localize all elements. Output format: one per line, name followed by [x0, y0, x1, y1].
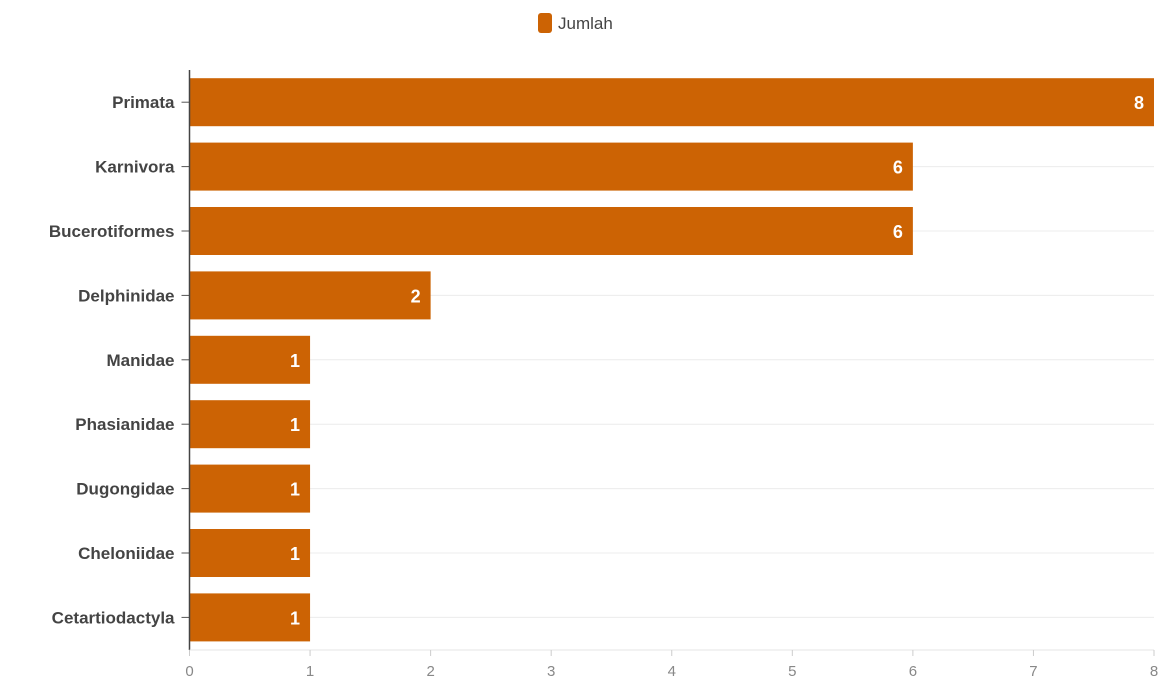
bar-primata	[189, 78, 1154, 127]
legend-label-jumlah: Jumlah	[558, 14, 613, 33]
value-label-cetartiodactyla: 1	[290, 608, 300, 628]
value-label-delphinidae: 2	[411, 286, 421, 306]
category-label-dugongidae: Dugongidae	[76, 480, 174, 499]
x-tick-label: 6	[909, 663, 917, 680]
category-label-primata: Primata	[112, 93, 175, 112]
category-label-delphinidae: Delphinidae	[78, 286, 174, 305]
category-label-bucerotiformes: Bucerotiformes	[49, 222, 175, 241]
x-tick-label: 3	[547, 663, 555, 680]
value-label-dugongidae: 1	[290, 480, 300, 500]
category-label-phasianidae: Phasianidae	[75, 415, 174, 434]
bar-dugongidae	[189, 464, 311, 513]
bar-delphinidae	[189, 271, 431, 320]
legend[interactable]: Jumlah	[538, 13, 613, 33]
value-labels: 8 6 6 2 1 1 1 1 1	[290, 93, 1144, 628]
bars	[189, 78, 1154, 642]
x-tick-label: 5	[788, 663, 796, 680]
value-label-manidae: 1	[290, 351, 300, 371]
value-label-karnivora: 6	[893, 158, 903, 178]
value-label-phasianidae: 1	[290, 415, 300, 435]
x-tick-label: 7	[1029, 663, 1037, 680]
value-label-cheloniidae: 1	[290, 544, 300, 564]
x-tick-label: 4	[668, 663, 676, 680]
value-label-bucerotiformes: 6	[893, 222, 903, 242]
x-tick-label: 1	[306, 663, 314, 680]
bar-phasianidae	[189, 400, 311, 449]
x-tick-label: 8	[1150, 663, 1158, 680]
bar-karnivora	[189, 142, 913, 191]
x-axis: 0 1 2 3 4 5 6 7 8	[185, 649, 1158, 680]
x-tick-label: 0	[185, 663, 193, 680]
bar-cetartiodactyla	[189, 593, 311, 642]
category-label-karnivora: Karnivora	[95, 158, 175, 177]
bar-bucerotiformes	[189, 207, 913, 255]
value-label-primata: 8	[1134, 93, 1144, 113]
category-label-cetartiodactyla: Cetartiodactyla	[52, 608, 175, 627]
bar-manidae	[189, 335, 311, 384]
legend-swatch-jumlah	[538, 13, 552, 33]
category-label-cheloniidae: Cheloniidae	[78, 544, 174, 563]
y-axis: Primata Karnivora Bucerotiformes Delphinida…	[49, 70, 191, 650]
category-label-manidae: Manidae	[106, 351, 174, 370]
x-tick-label: 2	[426, 663, 434, 680]
bar-cheloniidae	[189, 529, 311, 577]
